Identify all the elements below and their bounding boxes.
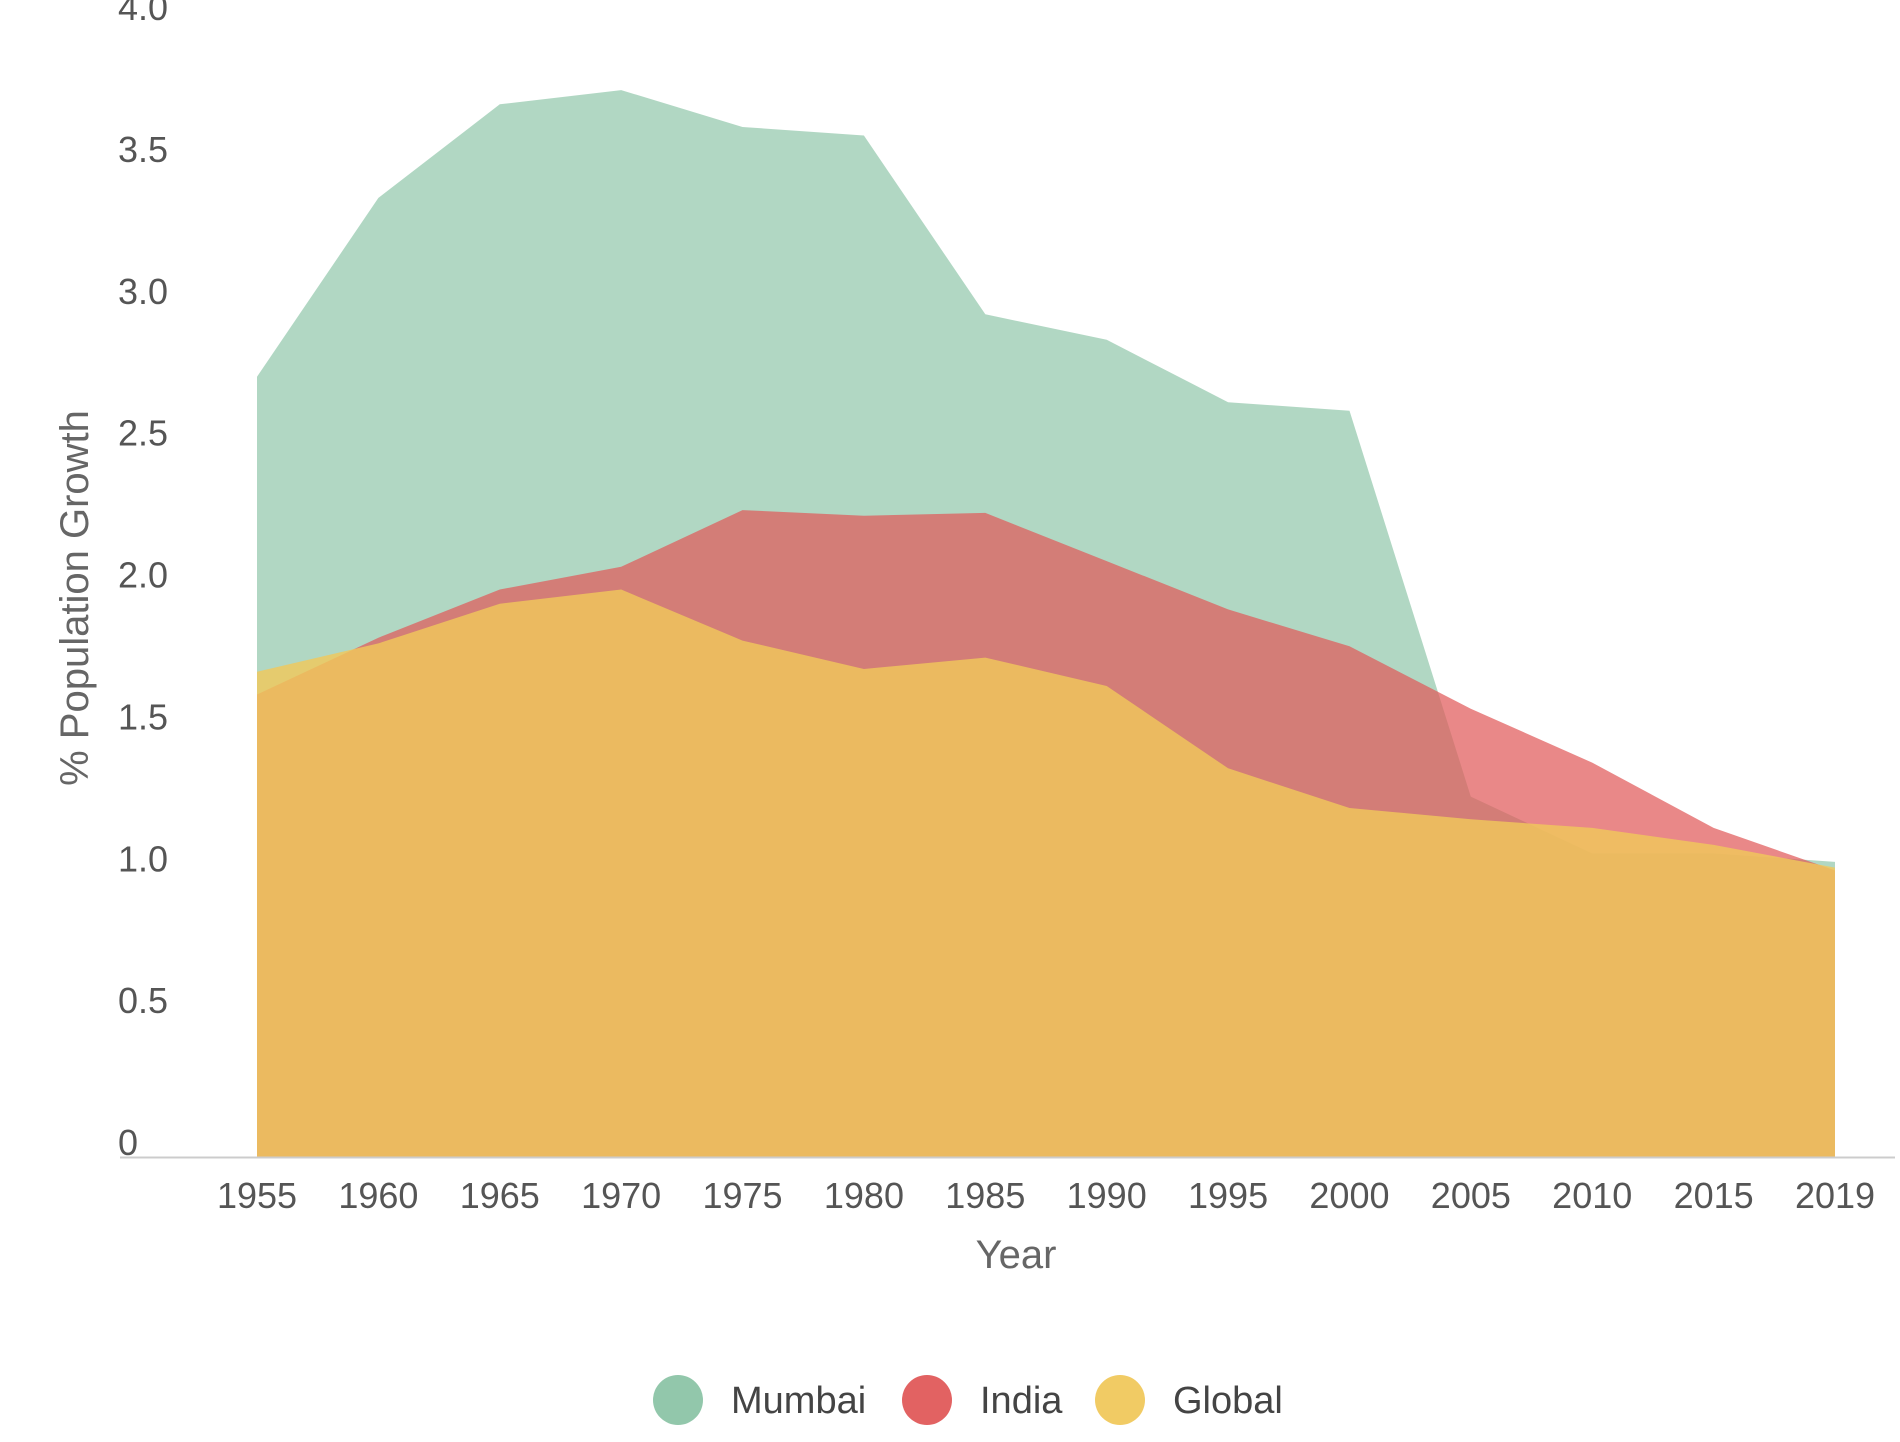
x-tick-label: 2015 [1674, 1175, 1754, 1216]
x-tick-label: 1985 [945, 1175, 1025, 1216]
y-tick-labels: 0 0.5 1.0 1.5 2.0 2.5 3.0 3.5 4.0 [118, 0, 168, 1163]
y-tick-label: 4.0 [118, 0, 168, 28]
x-tick-label: 1990 [1067, 1175, 1147, 1216]
y-tick-label: 2.5 [118, 413, 168, 454]
legend-label-global: Global [1173, 1380, 1283, 1422]
x-tick-label: 1980 [824, 1175, 904, 1216]
legend: Mumbai India Global [653, 1375, 1283, 1425]
x-tick-label: 1970 [581, 1175, 661, 1216]
y-axis-title: % Population Growth [53, 410, 97, 786]
legend-swatch-global [1095, 1375, 1145, 1425]
area-global [257, 589, 1835, 1157]
legend-label-india: India [980, 1380, 1063, 1422]
y-tick-label: 3.0 [118, 271, 168, 312]
y-tick-label: 3.5 [118, 129, 168, 170]
x-tick-label: 2010 [1552, 1175, 1632, 1216]
y-tick-label: 0.5 [118, 980, 168, 1021]
x-tick-label: 1995 [1188, 1175, 1268, 1216]
x-tick-label: 1960 [338, 1175, 418, 1216]
x-tick-label: 2019 [1795, 1175, 1875, 1216]
x-tick-label: 2000 [1309, 1175, 1389, 1216]
x-tick-label: 2005 [1431, 1175, 1511, 1216]
x-tick-label: 1955 [217, 1175, 297, 1216]
y-tick-label: 1.0 [118, 838, 168, 879]
legend-swatch-india [902, 1375, 952, 1425]
x-axis-title: Year [976, 1233, 1057, 1277]
x-tick-labels: 1955 1960 1965 1970 1975 1980 1985 1990 1995 2000… [217, 1175, 1875, 1216]
legend-swatch-mumbai [653, 1375, 703, 1425]
y-tick-label: 2.0 [118, 555, 168, 596]
y-tick-label: 0 [118, 1122, 138, 1163]
x-tick-label: 1975 [702, 1175, 782, 1216]
y-tick-label: 1.5 [118, 696, 168, 737]
areas-layer [257, 90, 1835, 1158]
legend-label-mumbai: Mumbai [731, 1380, 866, 1422]
x-tick-label: 1965 [460, 1175, 540, 1216]
